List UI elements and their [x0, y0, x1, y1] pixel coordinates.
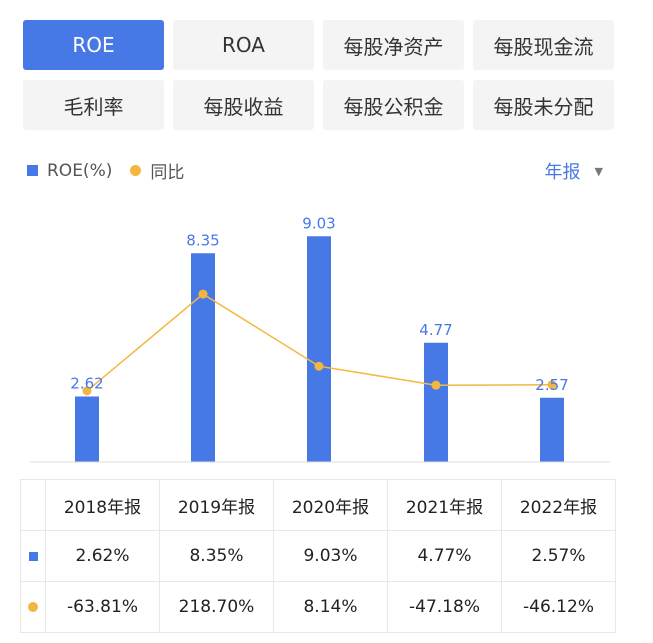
- legend-line-swatch: [130, 165, 142, 176]
- caret-down-icon: ▼: [594, 164, 603, 178]
- tab-net-asset-per-share[interactable]: 每股净资产: [323, 20, 464, 70]
- table-header-cell: 2021年报: [387, 479, 502, 531]
- period-label: 年报: [544, 162, 581, 183]
- legend-line-label: 同比: [150, 163, 185, 183]
- table-cell: 2.57%: [501, 530, 616, 582]
- tab-eps[interactable]: 每股收益: [173, 80, 314, 130]
- tab-roe[interactable]: ROE: [23, 20, 164, 70]
- table-header-cell: 2022年报: [501, 479, 616, 531]
- bar-value-label: 2.62: [70, 375, 103, 393]
- yoy-point: [198, 289, 208, 299]
- tab-cash-flow-per-share[interactable]: 每股现金流: [473, 20, 614, 70]
- legend-bar-swatch: [27, 165, 38, 176]
- period-dropdown[interactable]: 年报 ▼: [545, 158, 603, 184]
- table-cell: 218.70%: [159, 581, 274, 633]
- roe-row-marker: [20, 530, 46, 582]
- tab-reserve-per-share[interactable]: 每股公积金: [323, 80, 464, 130]
- roe-bar: [540, 397, 564, 462]
- tab-gross-margin[interactable]: 毛利率: [23, 80, 164, 130]
- table-cell: 4.77%: [387, 530, 502, 582]
- tab-undistributed-per-share[interactable]: 每股未分配: [473, 80, 614, 130]
- roe-bar: [307, 236, 331, 462]
- data-table: 2018年报 2019年报 2020年报 2021年报 2022年报 2.62%…: [20, 479, 616, 633]
- bar-value-label: 9.03: [302, 214, 335, 232]
- dot-marker-icon: [28, 602, 38, 612]
- roe-bar: [424, 342, 448, 462]
- roe-chart: 2.62 8.35 9.03 4.77 2.57: [30, 214, 610, 463]
- table-cell: 8.14%: [273, 581, 388, 633]
- yoy-point: [82, 386, 92, 396]
- tab-roa[interactable]: ROA: [173, 20, 314, 70]
- table-row-roe: 2.62% 8.35% 9.03% 4.77% 2.57%: [20, 530, 616, 582]
- bar-marker-icon: [28, 552, 38, 561]
- table-cell: 9.03%: [273, 530, 388, 582]
- table-cell: -46.12%: [501, 581, 616, 633]
- table-cell: 2.62%: [45, 530, 160, 582]
- yoy-row-marker: [20, 581, 46, 633]
- table-cell: -63.81%: [45, 581, 160, 633]
- table-header-row: 2018年报 2019年报 2020年报 2021年报 2022年报: [20, 479, 616, 531]
- table-cell: -47.18%: [387, 581, 502, 633]
- bar-value-label: 4.77: [419, 321, 452, 339]
- table-header-cell: 2018年报: [45, 479, 160, 531]
- table-corner-cell: [20, 479, 46, 531]
- bar-value-label: 8.35: [186, 231, 219, 249]
- table-header-cell: 2020年报: [273, 479, 388, 531]
- chart-legend: ROE(%) 同比: [27, 158, 184, 183]
- table-header-cell: 2019年报: [159, 479, 274, 531]
- roe-bar: [191, 253, 215, 462]
- table-cell: 8.35%: [159, 530, 274, 582]
- legend-bar-label: ROE(%): [47, 160, 113, 181]
- bar-value-label: 2.57: [535, 376, 568, 394]
- yoy-point: [547, 380, 557, 390]
- yoy-point: [314, 361, 324, 371]
- table-row-yoy: -63.81% 218.70% 8.14% -47.18% -46.12%: [20, 581, 616, 633]
- yoy-point: [431, 380, 441, 390]
- roe-bar: [75, 396, 99, 462]
